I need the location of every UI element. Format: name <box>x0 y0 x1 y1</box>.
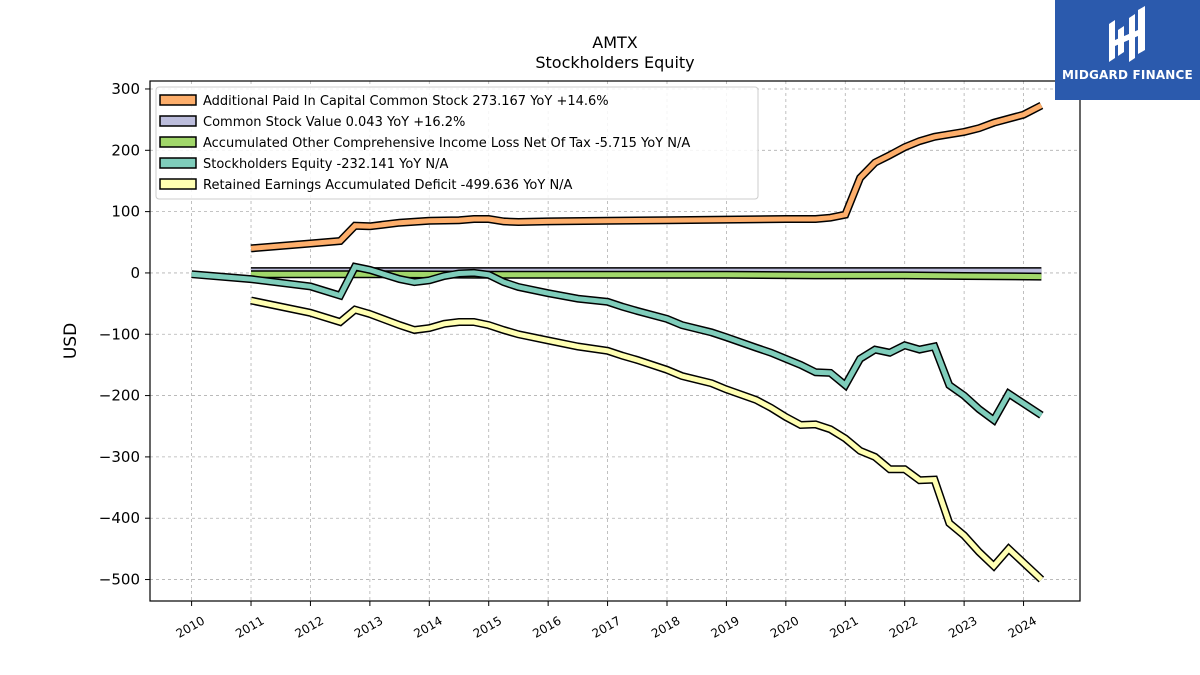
y-tick-label: 300 <box>111 80 140 98</box>
plot-frame <box>149 80 1081 602</box>
x-tick-label: 2016 <box>530 613 563 640</box>
brand-name: MIDGARD FINANCE <box>1062 68 1193 82</box>
series-line <box>251 271 1042 280</box>
x-axis: 2010 2011 2012 2013 2014 2015 2016 2017 2018 2019… <box>174 601 1039 641</box>
legend-swatch <box>159 136 197 148</box>
x-tick-label: 2021 <box>827 613 860 640</box>
y-tick-label: 200 <box>111 141 140 159</box>
x-tick-label: 2024 <box>1006 613 1039 640</box>
series-4 <box>250 296 1045 583</box>
x-tick-label: 2023 <box>946 613 979 640</box>
x-tick-label: 2022 <box>887 613 920 640</box>
x-tick-label: 2012 <box>292 613 325 640</box>
legend-entry: Stockholders Equity -232.141 YoY N/A <box>203 157 448 172</box>
x-tick-label: 2010 <box>174 613 207 640</box>
legend-swatch <box>159 115 197 127</box>
brand-logo: MIDGARD FINANCE <box>1055 0 1200 100</box>
legend-entry: Common Stock Value 0.043 YoY +16.2% <box>203 115 465 130</box>
legend-swatch <box>159 178 197 190</box>
x-tick-label: 2011 <box>233 613 266 640</box>
x-tick-label: 2020 <box>768 613 801 640</box>
series-2 <box>251 270 1042 281</box>
legend-swatch <box>159 157 197 169</box>
series-line <box>250 103 1043 251</box>
legend: Additional Paid In Capital Common Stock … <box>155 86 759 200</box>
x-tick-label: 2014 <box>411 613 444 640</box>
series-0 <box>250 101 1044 253</box>
y-tick-label: −400 <box>99 509 140 527</box>
legend-swatch <box>159 94 197 106</box>
y-axis: 300 200 100 0 −100 −200 −300 −400 −500 <box>99 80 150 589</box>
x-tick-label: 2018 <box>649 613 682 640</box>
chart-subtitle: Stockholders Equity <box>535 53 694 72</box>
chart-title: AMTX <box>592 33 638 52</box>
x-tick-label: 2015 <box>471 613 504 640</box>
series-3 <box>191 262 1044 427</box>
legend-entry: Retained Earnings Accumulated Deficit -4… <box>203 178 573 193</box>
series-line <box>250 298 1044 582</box>
y-tick-label: −200 <box>99 387 140 405</box>
legend-entry: Accumulated Other Comprehensive Income L… <box>203 136 690 151</box>
y-tick-label: −300 <box>99 448 140 466</box>
x-tick-label: 2019 <box>708 613 741 640</box>
y-tick-label: −100 <box>99 325 140 343</box>
y-tick-label: −500 <box>99 571 140 589</box>
y-tick-label: 0 <box>130 264 140 282</box>
y-axis-label: USD <box>61 323 81 359</box>
series-lines <box>191 101 1045 583</box>
y-tick-label: 100 <box>111 203 140 221</box>
legend-box <box>155 86 759 200</box>
series-line <box>191 263 1043 424</box>
x-tick-label: 2013 <box>352 613 385 640</box>
midgard-logo-icon <box>1109 6 1145 62</box>
x-tick-label: 2017 <box>590 613 623 640</box>
legend-entry: Additional Paid In Capital Common Stock … <box>203 94 609 109</box>
